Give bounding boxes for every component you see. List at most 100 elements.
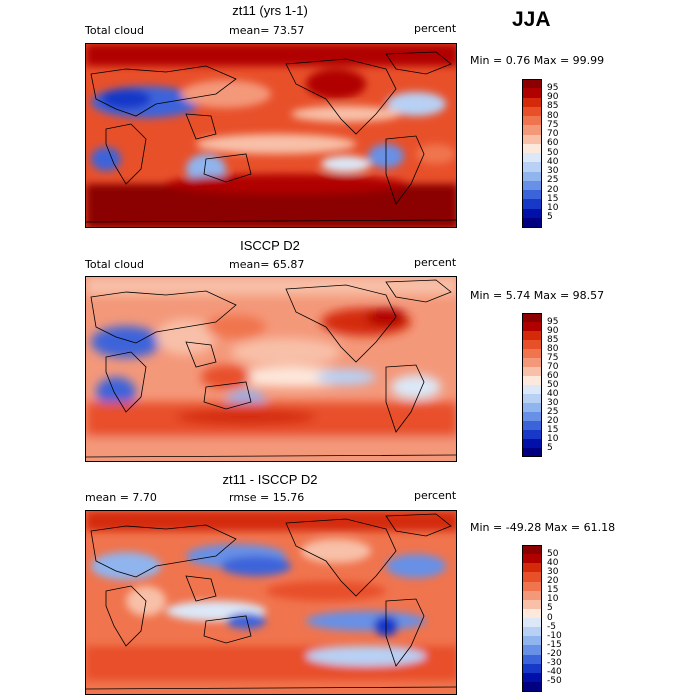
colorbar-tick-label: 85 <box>547 101 559 112</box>
colorbar-swatch <box>522 394 542 403</box>
colorbar-swatch <box>522 322 542 331</box>
colorbar-tick-label: 5 <box>547 603 553 614</box>
colorbar-tick-label: 5 <box>547 212 553 223</box>
colorbar-swatch <box>522 608 542 619</box>
colorbar-tick-label: 50 <box>547 147 559 158</box>
colorbar-swatch <box>522 313 542 322</box>
colorbar-tick-label: 25 <box>547 175 559 186</box>
colorbar-tick-label: 50 <box>547 548 559 559</box>
colorbar-swatch <box>522 403 542 412</box>
colorbar-tick-label: -20 <box>547 649 562 659</box>
panel-2-left-label: Total cloud <box>85 258 144 271</box>
colorbar-swatch <box>522 681 542 692</box>
colorbar-tick-label: 85 <box>547 334 559 345</box>
colorbar-tick-label: -5 <box>547 621 556 632</box>
season-label: JJA <box>512 8 551 31</box>
colorbar-tick-label: 50 <box>547 379 559 390</box>
colorbar-swatch <box>522 217 542 228</box>
panel-2-colorbar: 95 90 85 80 75 70 60 50 40 30 25 20 15 10 5 <box>522 313 582 457</box>
colorbar-tick-label: 95 <box>547 82 559 93</box>
colorbar-swatch <box>522 79 542 89</box>
colorbar-tick-label: 40 <box>547 557 559 568</box>
panel-1-mean-label: mean= 73.57 <box>229 24 305 37</box>
colorbar-tick-label: 70 <box>547 361 559 372</box>
colorbar-tick-label: 0 <box>547 612 553 623</box>
colorbar-tick-label: 75 <box>547 119 559 130</box>
colorbar-swatch <box>522 116 542 126</box>
colorbar-tick-label: 15 <box>547 585 559 596</box>
colorbar-swatch <box>522 358 542 367</box>
colorbar-swatch <box>522 385 542 394</box>
colorbar-swatch <box>522 554 542 565</box>
colorbar-tick-label: -15 <box>547 639 562 650</box>
colorbar-swatch <box>522 636 542 647</box>
colorbar-swatch <box>522 162 542 173</box>
colorbar-swatch <box>522 134 542 145</box>
colorbar-swatch <box>522 143 542 154</box>
colorbar-swatch <box>522 199 542 210</box>
colorbar-swatch <box>522 153 542 163</box>
colorbar-swatch <box>522 439 542 448</box>
panel-3-title: zt11 - ISCCP D2 <box>222 472 318 487</box>
panel-2-stats: Min = 5.74 Max = 98.57 <box>470 289 605 302</box>
colorbar-swatch <box>522 663 542 674</box>
panel-2-units-label: percent <box>414 256 457 269</box>
colorbar-tick-label: 80 <box>547 343 559 354</box>
colorbar-swatch <box>522 421 542 430</box>
colorbar-tick-label: 15 <box>547 193 559 204</box>
colorbar-swatch <box>522 412 542 421</box>
colorbar-swatch <box>522 331 542 340</box>
colorbar-swatch <box>522 125 542 136</box>
panel-2-mean-label: mean= 65.87 <box>229 258 305 271</box>
colorbar-swatch <box>522 171 542 182</box>
colorbar-swatch <box>522 367 542 376</box>
colorbar-swatch <box>522 627 542 638</box>
colorbar-tick-label: -50 <box>547 676 562 687</box>
colorbar-swatch <box>522 430 542 439</box>
colorbar-tick-label: 90 <box>547 92 559 102</box>
panel-3-map <box>85 510 457 695</box>
panel-1-units-label: percent <box>414 22 457 35</box>
panel-2-map <box>85 276 457 462</box>
colorbar-tick-label: 5 <box>547 442 553 453</box>
colorbar-tick-label: -30 <box>547 658 562 669</box>
colorbar-swatch <box>522 448 542 457</box>
colorbar-tick-label: 70 <box>547 129 559 139</box>
colorbar-tick-label: 10 <box>547 203 559 213</box>
colorbar-tick-label: 75 <box>547 352 559 363</box>
colorbar-tick-label: 90 <box>547 325 559 336</box>
panel-1-title: zt11 (yrs 1-1) <box>232 3 308 18</box>
colorbar-swatch <box>522 599 542 610</box>
colorbar-swatch <box>522 672 542 683</box>
colorbar-tick-label: 15 <box>547 424 559 435</box>
colorbar-tick-label: 80 <box>547 110 559 121</box>
panel-1-map <box>85 43 457 228</box>
colorbar-tick-label: 30 <box>547 166 559 176</box>
panel-3-colorbar: 50 40 30 20 15 10 5 0 -5 -10 -15 -20 -30 -40 -50 <box>522 545 582 692</box>
colorbar-tick-label: 60 <box>547 138 559 149</box>
colorbar-swatch <box>522 340 542 349</box>
colorbar-tick-label: 25 <box>547 406 559 417</box>
panel-1-stats: Min = 0.76 Max = 99.99 <box>470 54 605 67</box>
panel-3-rmse-label: rmse = 15.76 <box>229 491 305 504</box>
colorbar-tick-label: 20 <box>547 184 559 195</box>
colorbar-tick-label: -10 <box>547 630 562 641</box>
colorbar-swatch <box>522 563 542 574</box>
panel-2-title: ISCCP D2 <box>240 238 300 253</box>
panel-3-units-label: percent <box>414 489 457 502</box>
colorbar-swatch <box>522 208 542 219</box>
colorbar-swatch <box>522 590 542 601</box>
colorbar-swatch <box>522 572 542 583</box>
colorbar-tick-label: 20 <box>547 415 559 426</box>
colorbar-tick-label: 10 <box>547 594 559 605</box>
colorbar-swatch <box>522 545 542 555</box>
colorbar-swatch <box>522 654 542 665</box>
panel-3-mean-label: mean = 7.70 <box>85 491 157 504</box>
colorbar-tick-label: 10 <box>547 433 559 444</box>
colorbar-swatch <box>522 581 542 592</box>
colorbar-tick-label: 60 <box>547 370 559 381</box>
colorbar-swatch <box>522 97 542 108</box>
colorbar-swatch <box>522 106 542 117</box>
colorbar-tick-label: -40 <box>547 667 562 678</box>
colorbar-tick-label: 95 <box>547 316 559 327</box>
